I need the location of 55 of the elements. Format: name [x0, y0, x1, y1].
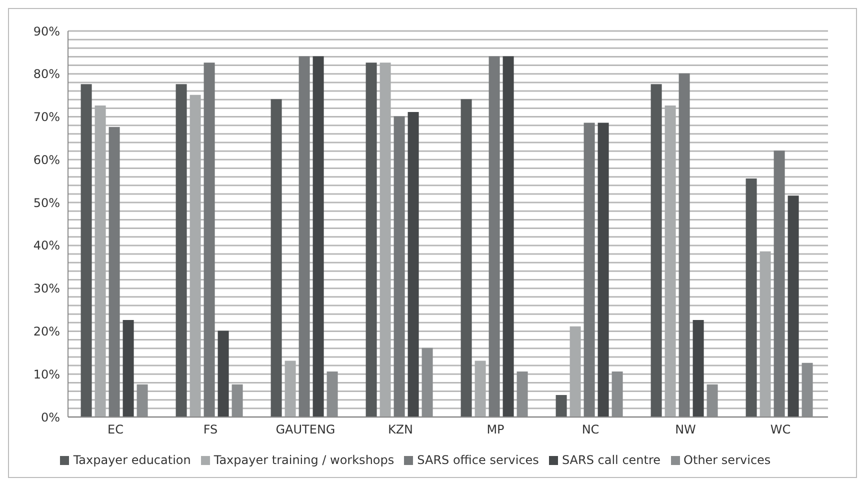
bar — [650, 84, 662, 417]
legend-label: Taxpayer training / workshops — [214, 453, 394, 467]
bar — [488, 56, 500, 417]
bar — [570, 326, 581, 417]
x-tick-label: GAUTENG — [276, 422, 336, 437]
bar — [190, 94, 201, 417]
bar — [312, 56, 324, 417]
bar — [176, 84, 187, 417]
legend-label: SARS call centre — [562, 453, 661, 467]
y-tick-label: 90% — [33, 24, 60, 38]
bar — [584, 122, 595, 417]
legend-label: Other services — [684, 453, 771, 467]
x-tick-label: EC — [108, 422, 124, 437]
bar — [218, 330, 229, 417]
y-tick-label: 20% — [33, 324, 60, 338]
bar — [788, 196, 799, 417]
bar — [502, 56, 514, 417]
x-tick-label: NW — [675, 422, 696, 437]
bar — [122, 320, 134, 417]
bar — [394, 116, 405, 417]
bar — [598, 122, 609, 417]
bar — [774, 150, 785, 417]
y-tick-label: 10% — [33, 367, 60, 382]
legend-label: Taxpayer education — [73, 453, 191, 467]
y-tick-label: 30% — [33, 282, 60, 296]
x-tick-label: MP — [486, 422, 504, 437]
y-tick-label: 70% — [33, 110, 60, 124]
y-tick-label: 0% — [40, 410, 60, 424]
bar — [204, 62, 215, 417]
bar — [760, 251, 771, 417]
bar — [366, 62, 377, 417]
bar — [108, 127, 120, 417]
bar — [408, 112, 419, 417]
bar — [284, 360, 296, 417]
y-tick-label: 40% — [33, 238, 60, 253]
y-tick-label: 50% — [33, 196, 60, 210]
bar — [678, 73, 690, 417]
x-tick-label: NC — [582, 422, 600, 437]
y-tick-label: 60% — [33, 152, 60, 167]
bar — [474, 360, 486, 417]
x-tick-label: FS — [203, 422, 218, 437]
bar — [664, 106, 676, 417]
bar — [692, 320, 704, 417]
bar — [746, 178, 757, 417]
bar — [80, 84, 92, 417]
legend-label: SARS office services — [417, 453, 539, 467]
bar — [556, 395, 567, 417]
bar — [460, 99, 472, 417]
bar — [270, 99, 282, 417]
bar — [298, 56, 310, 417]
y-tick-label: 80% — [33, 67, 60, 82]
x-tick-label: WC — [770, 422, 791, 437]
bar — [380, 62, 391, 417]
x-tick-label: KZN — [388, 422, 414, 437]
bar — [94, 106, 106, 417]
